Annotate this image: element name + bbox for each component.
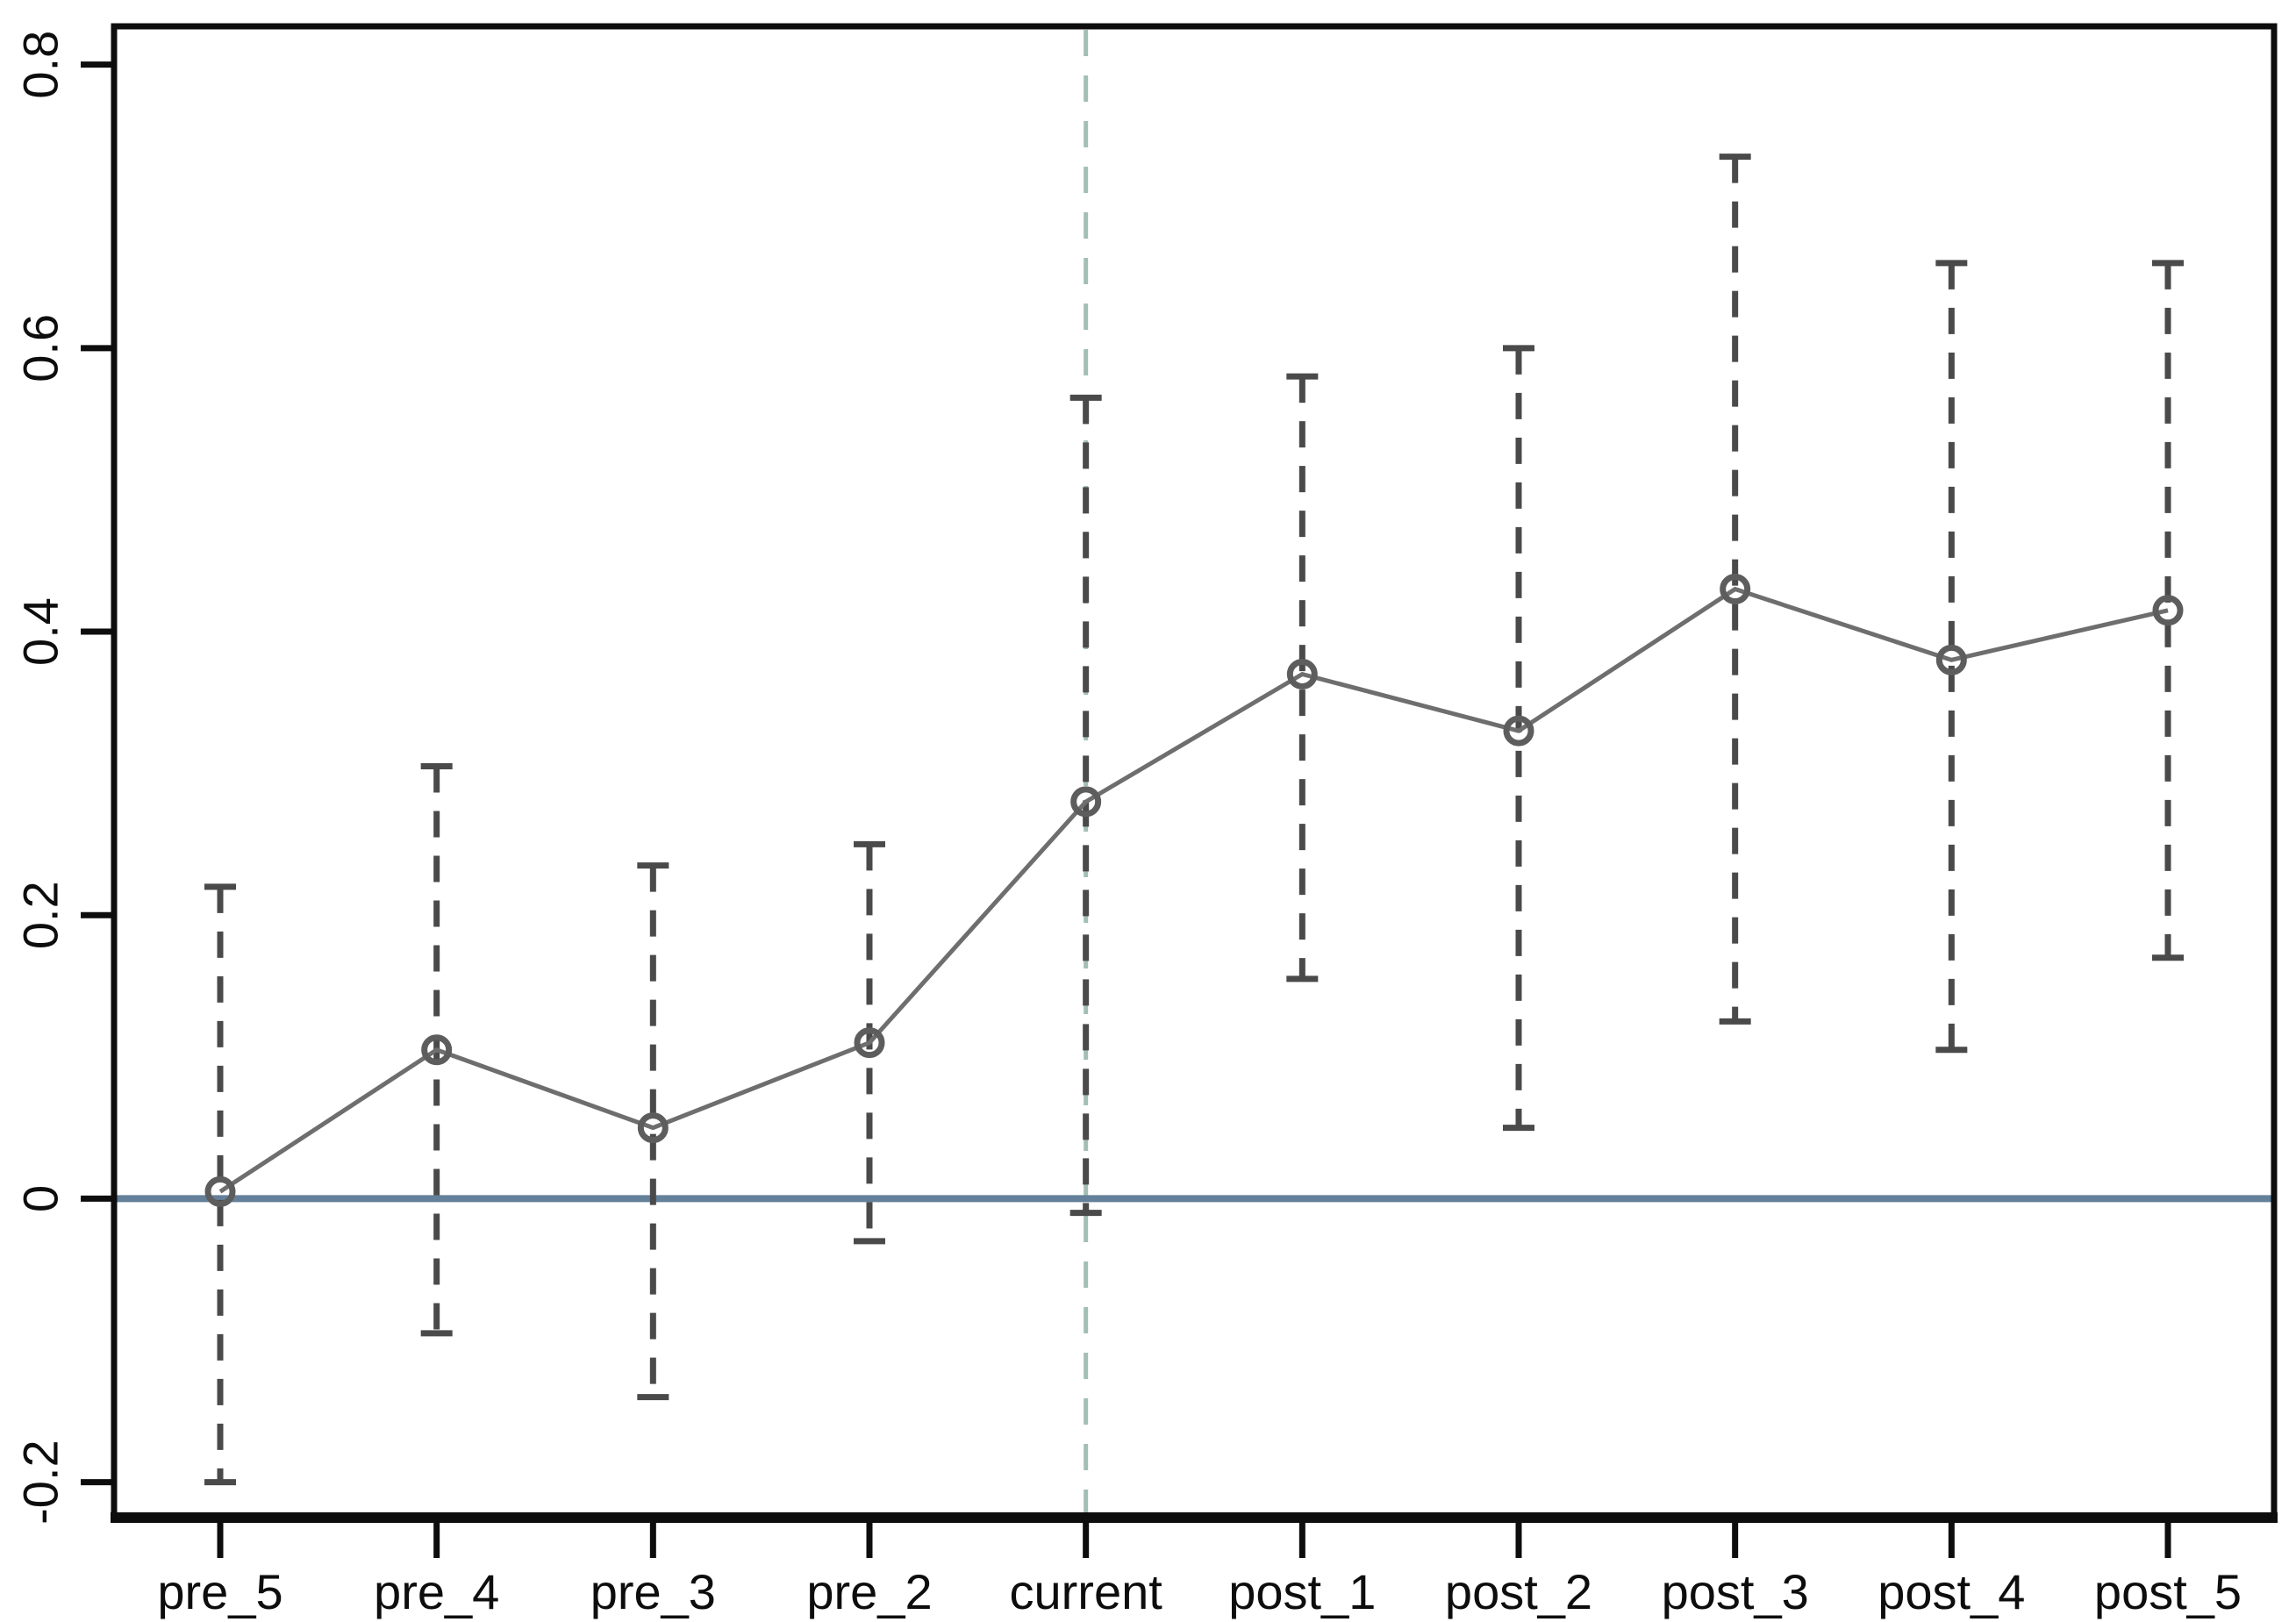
data-point-marker [1935,644,1967,675]
data-point-marker [1286,658,1318,690]
data-point-marker [421,1034,453,1066]
data-point-marker [2152,595,2184,626]
y-axis-tick-label: 0.2 [13,881,68,949]
data-point-marker [854,1027,885,1059]
data-point-marker [1720,574,1751,605]
data-point-marker [637,1112,669,1144]
y-axis-tick-label: -0.2 [13,1440,68,1525]
x-axis-tick-label: current [1010,1564,1163,1619]
y-axis-tick-label: 0 [13,1185,68,1212]
y-axis-tick-label: 0.8 [13,31,68,99]
data-point-marker [204,1175,236,1207]
y-axis-tick-label: 0.4 [13,597,68,666]
x-axis-tick-label: pre_4 [374,1564,499,1619]
series-line [218,586,2169,1194]
x-axis-tick-label: post_1 [1228,1564,1376,1619]
x-axis-tick-label: pre_3 [590,1564,716,1619]
x-axis-tick-label: post_2 [1445,1564,1592,1619]
data-point-marker [1070,786,1102,818]
y-axis-tick-label: 0.6 [13,314,68,382]
data-point-marker [1503,715,1534,747]
x-axis-tick-label: pre_2 [806,1564,932,1619]
x-axis-tick-label: post_3 [1662,1564,1809,1619]
x-axis-tick-label: post_4 [1878,1564,2025,1619]
x-axis-tick-label: pre_5 [157,1564,283,1619]
x-axis-tick-label: post_5 [2094,1564,2242,1619]
